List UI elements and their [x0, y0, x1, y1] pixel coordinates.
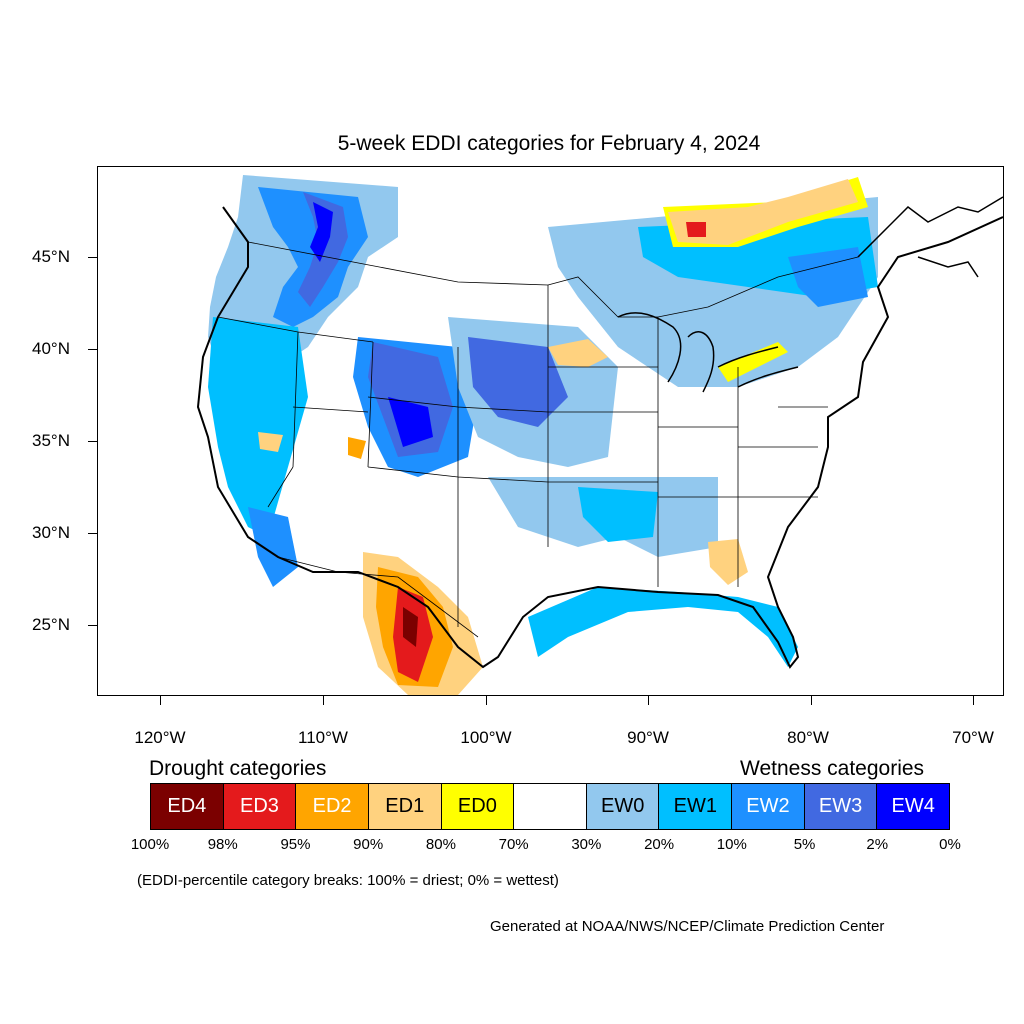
- lon-label-70: 70°W: [952, 728, 994, 747]
- legend-colorbar: ED4 ED3 ED2 ED1 ED0 EW0 EW1 EW2 EW3 EW4: [150, 783, 950, 830]
- lat-tick: [88, 441, 97, 442]
- map-region-colorado-ew3: [368, 342, 453, 457]
- legend-ew2: EW2: [732, 784, 805, 829]
- legend-break-label: 100%: [130, 836, 170, 853]
- great-lakes: [617, 312, 799, 393]
- lon-label-80: 80°W: [787, 728, 829, 747]
- conus-outline: [196, 206, 1003, 669]
- legend-break-label: 80%: [425, 836, 456, 853]
- map-region-colorado-ew4: [388, 397, 433, 447]
- legend-ew1: EW1: [659, 784, 733, 829]
- lat-label-45: 45°N: [32, 247, 70, 266]
- legend-break-label: 10%: [716, 836, 747, 853]
- map-region-georgia-ed1: [708, 539, 748, 585]
- state-lines-west: [217, 316, 549, 627]
- lat-tick: [88, 533, 97, 534]
- map-region-ontario-ed1: [668, 179, 858, 245]
- legend-ed1: ED1: [368, 784, 442, 829]
- map-region-socal-wet: [248, 507, 298, 587]
- map-area: [97, 166, 1004, 696]
- wetness-regions: [208, 175, 878, 667]
- drought-categories-heading: Drought categories: [149, 757, 327, 780]
- lat-tick: [88, 349, 97, 350]
- footnote: (EDDI-percentile category breaks: 100% =…: [137, 872, 559, 889]
- lat-tick: [88, 625, 97, 626]
- map-region-westcoast-wet: [208, 317, 308, 537]
- legend-ed0: ED0: [441, 784, 515, 829]
- lon-label-110: 110°W: [298, 728, 348, 747]
- legend-break-label: 90%: [353, 836, 384, 853]
- map-region-utah-ed2: [348, 437, 366, 459]
- lon-tick: [486, 696, 487, 705]
- lon-tick: [323, 696, 324, 705]
- legend-ed4: ED4: [151, 784, 224, 829]
- lon-label-120: 120°W: [134, 728, 186, 747]
- lat-tick: [88, 257, 97, 258]
- legend-neutral: [514, 784, 587, 829]
- drought-regions: [258, 177, 868, 695]
- lon-tick: [648, 696, 649, 705]
- wetness-categories-heading: Wetness categories: [740, 757, 925, 780]
- map-region-northeast-ew2: [788, 247, 868, 307]
- legend-ew4: EW4: [877, 784, 950, 829]
- lon-label-100: 100°W: [460, 728, 512, 747]
- map-region-gulf-wet: [528, 587, 798, 667]
- map-region-ontario-ed3: [686, 222, 706, 237]
- map-region-plains-ew2: [468, 337, 568, 427]
- map-region-arkansas-ew1: [578, 487, 658, 542]
- legend-break-label: 5%: [793, 836, 816, 853]
- canadian-coast: [857, 196, 1003, 278]
- lon-label-90: 90°W: [627, 728, 669, 747]
- lon-tick: [811, 696, 812, 705]
- lat-label-30: 30°N: [32, 523, 70, 542]
- lon-tick: [160, 696, 161, 705]
- legend-break-label: 98%: [207, 836, 238, 853]
- legend-ed3: ED3: [223, 784, 297, 829]
- legend-ew0: EW0: [586, 784, 660, 829]
- credit-line: Generated at NOAA/NWS/NCEP/Climate Predi…: [490, 918, 885, 935]
- lat-label-25: 25°N: [32, 615, 70, 634]
- legend-break-label: 0%: [939, 836, 961, 853]
- boundaries: [196, 196, 1003, 669]
- lat-label-35: 35°N: [32, 431, 70, 450]
- legend-break-label: 70%: [498, 836, 529, 853]
- map-region-mexico-ed4: [403, 607, 418, 647]
- legend-ed2: ED2: [296, 784, 369, 829]
- map-region-wisconsin-ed1: [548, 339, 608, 367]
- legend-break-label: 30%: [571, 836, 602, 853]
- legend-break-label: 20%: [644, 836, 675, 853]
- map-title: 5-week EDDI categories for February 4, 2…: [337, 132, 761, 155]
- state-lines-central: [547, 285, 828, 587]
- conus-map: [196, 175, 1003, 695]
- map-region-rockies-ew4: [310, 202, 333, 262]
- map-region-nevada-ed1: [258, 432, 283, 452]
- legend-ew3: EW3: [804, 784, 878, 829]
- legend-break-label: 2%: [866, 836, 889, 853]
- mexico-border: [277, 556, 479, 638]
- lon-tick: [973, 696, 974, 705]
- map-region-lakeerie-ed0: [718, 342, 788, 382]
- legend-break-label: 95%: [280, 836, 311, 853]
- lat-label-40: 40°N: [32, 339, 70, 358]
